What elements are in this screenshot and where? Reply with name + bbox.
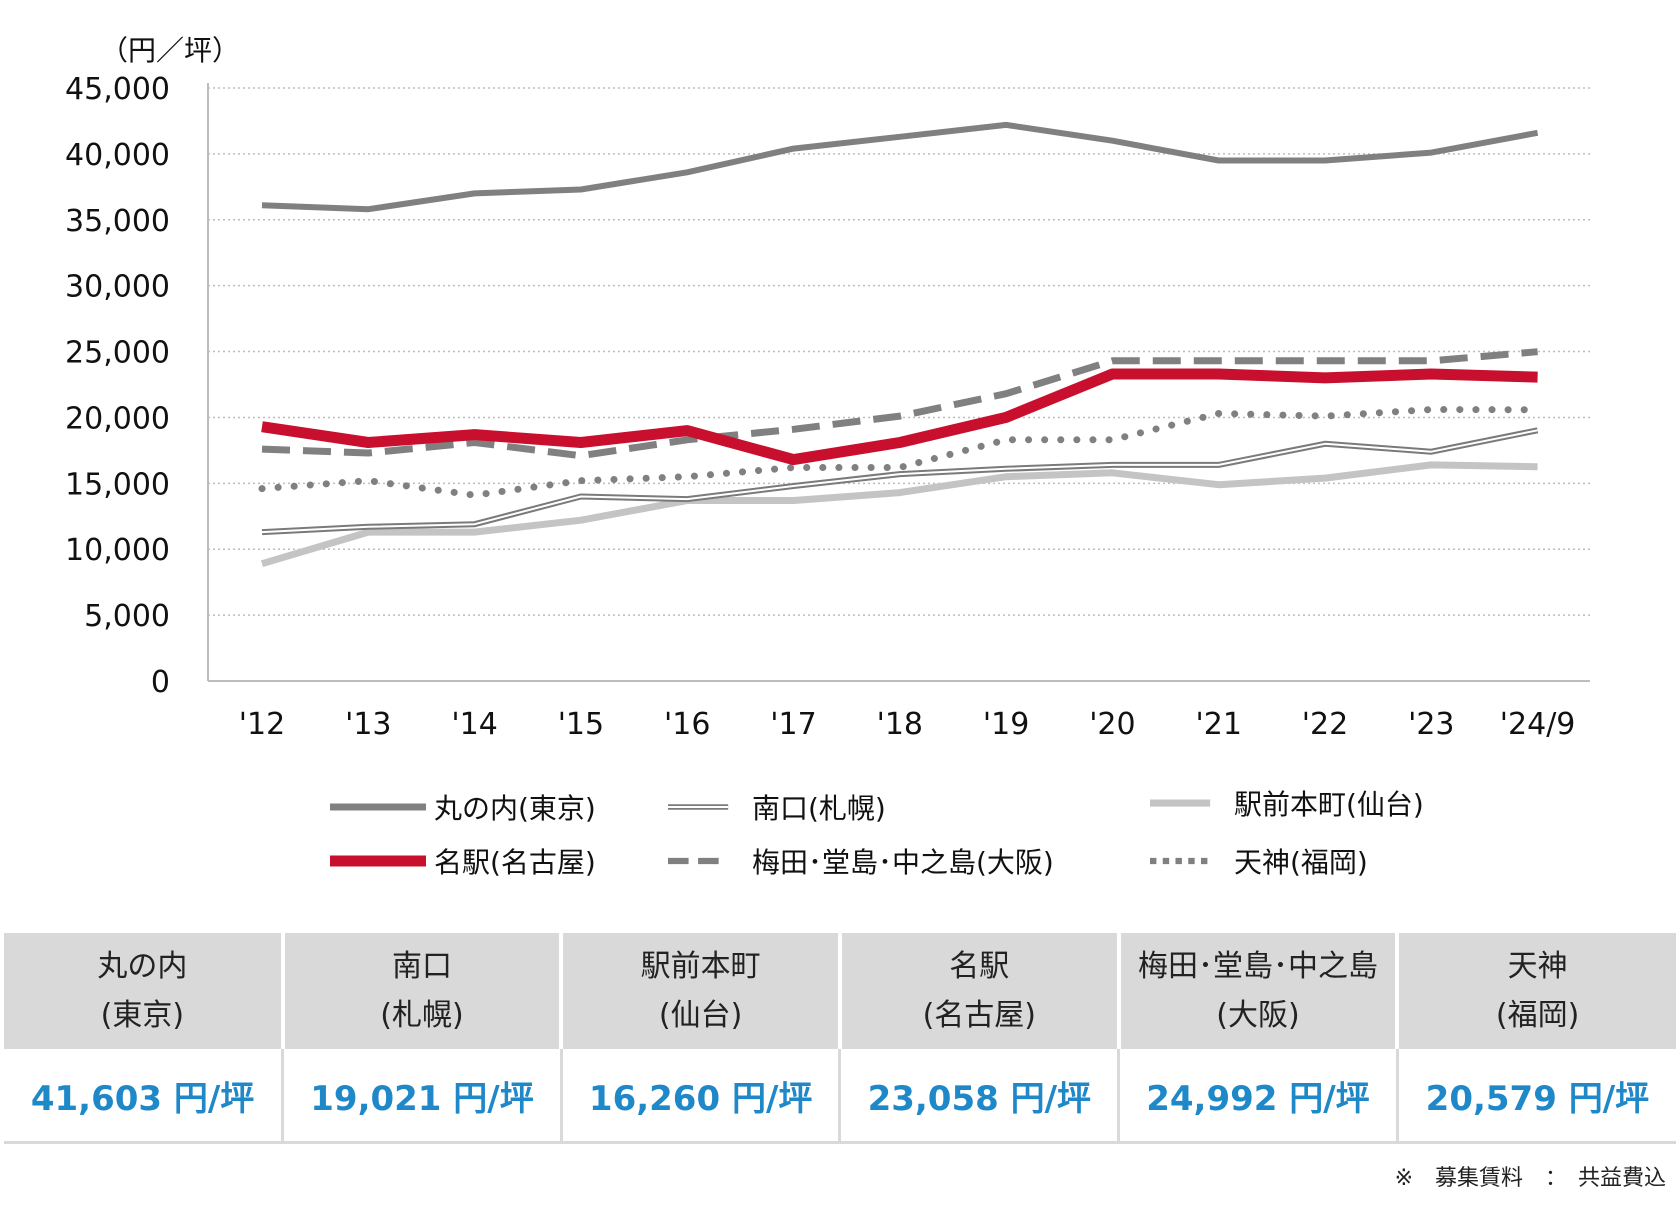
series-line-dotted-gray bbox=[258, 406, 1542, 499]
header-line1: 駅前本町 bbox=[640, 948, 761, 984]
x-tick-label: '20 bbox=[1089, 707, 1135, 742]
footnote: ※ 募集賃料 ： 共益費込 bbox=[1394, 1166, 1666, 1191]
header-line1: 南口 bbox=[391, 948, 452, 984]
y-tick-label: 20,000 bbox=[65, 401, 170, 436]
x-axis-ticks: '12 '13 '14 '15 '16 '17 '18 '19 '20 '21 '22 '23 '24/… bbox=[239, 707, 1576, 742]
x-tick-label: '18 bbox=[877, 707, 923, 742]
x-tick-label: '13 bbox=[345, 707, 391, 742]
legend-item-marunouchi: 丸の内(東京) bbox=[330, 782, 596, 832]
table-header-cell: 駅前本町 (仙台) bbox=[559, 933, 840, 1049]
header-line2: (福岡) bbox=[1495, 998, 1580, 1033]
x-tick-label: '23 bbox=[1408, 707, 1454, 742]
legend-swatch-dotted-gray bbox=[1150, 857, 1214, 865]
chart-legend: 丸の内(東京) 南口(札幌) 駅前本町(仙台) 名駅(名古屋) 梅田･堂島･中之… bbox=[320, 778, 1600, 898]
x-tick-label: '15 bbox=[558, 707, 604, 742]
table-header-cell: 丸の内 (東京) bbox=[4, 933, 283, 1049]
x-tick-label: '14 bbox=[451, 707, 497, 742]
header-line1: 名駅 bbox=[949, 948, 1010, 984]
series-line-thick-red bbox=[261, 368, 1538, 466]
table-header-cell: 南口 (札幌) bbox=[280, 933, 562, 1049]
legend-swatch-solid-gray bbox=[330, 803, 426, 811]
legend-swatch-dashed-gray bbox=[668, 857, 729, 865]
y-tick-label: 15,000 bbox=[65, 467, 170, 502]
line-chart: （円／坪） 0 5,000 10,000 15,000 20,000 25,000 30,0… bbox=[65, 34, 1590, 742]
series-line-dashed-gray bbox=[261, 348, 1538, 460]
y-tick-label: 0 bbox=[151, 665, 170, 700]
legend-swatch-double-line bbox=[668, 804, 729, 810]
table-row: 41,603 円/坪 19,021 円/坪 16,260 円/坪 23,058 … bbox=[4, 1049, 1676, 1144]
header-line2: (大阪) bbox=[1216, 998, 1300, 1033]
header-line2: (東京) bbox=[100, 998, 185, 1033]
legend-item-minamiguchi: 南口(札幌) bbox=[668, 782, 886, 832]
y-tick-label: 25,000 bbox=[65, 336, 170, 371]
gridlines bbox=[208, 87, 1590, 616]
legend-swatch-light-gray bbox=[1150, 799, 1211, 807]
y-tick-label: 35,000 bbox=[65, 204, 170, 239]
y-axis-unit-label: （円／坪） bbox=[100, 34, 240, 67]
legend-label: 丸の内(東京) bbox=[434, 792, 596, 825]
table-header-cell: 天神 (福岡) bbox=[1395, 933, 1676, 1049]
header-line1: 天神 bbox=[1507, 948, 1568, 984]
legend-item-ekimae-honcho: 駅前本町(仙台) bbox=[1150, 778, 1424, 828]
rent-value-cell: 23,058 円/坪 bbox=[838, 1049, 1119, 1144]
series-line-solid-gray bbox=[261, 121, 1539, 213]
legend-label: 梅田･堂島･中之島(大阪) bbox=[752, 846, 1054, 879]
header-line2: (仙台) bbox=[658, 998, 743, 1033]
series-line-double-line-inner bbox=[261, 429, 1538, 534]
legend-label: 名駅(名古屋) bbox=[434, 846, 596, 879]
x-tick-label: '12 bbox=[239, 707, 285, 742]
legend-swatch-thick-red bbox=[330, 855, 426, 867]
y-tick-label: 10,000 bbox=[65, 533, 170, 568]
y-tick-label: 30,000 bbox=[65, 270, 170, 305]
table-header-row: 丸の内 (東京) 南口 (札幌) 駅前本町 (仙台) 名駅 (名古屋) 梅田･堂島･中之… bbox=[4, 933, 1676, 1049]
legend-item-umeda: 梅田･堂島･中之島(大阪) bbox=[668, 836, 1054, 886]
x-tick-label: '16 bbox=[664, 707, 710, 742]
y-tick-label: 40,000 bbox=[65, 138, 170, 173]
rent-value-cell: 20,579 円/坪 bbox=[1395, 1049, 1676, 1144]
legend-item-tenjin: 天神(福岡) bbox=[1150, 836, 1368, 886]
header-line2: (札幌) bbox=[380, 998, 464, 1033]
series-lines bbox=[258, 121, 1542, 568]
x-tick-label: '24/9 bbox=[1500, 707, 1576, 742]
x-tick-label: '22 bbox=[1302, 707, 1348, 742]
header-line2: (名古屋) bbox=[922, 998, 1036, 1033]
rent-summary-table: 丸の内 (東京) 南口 (札幌) 駅前本町 (仙台) 名駅 (名古屋) 梅田･堂島･中之… bbox=[4, 933, 1676, 1144]
rent-value-cell: 41,603 円/坪 bbox=[4, 1049, 283, 1144]
y-tick-label: 5,000 bbox=[84, 599, 170, 634]
series-line-light-gray bbox=[261, 461, 1538, 568]
legend-item-meieki: 名駅(名古屋) bbox=[330, 836, 596, 886]
x-tick-label: '17 bbox=[770, 707, 816, 742]
header-line1: 丸の内 bbox=[97, 948, 188, 984]
y-axis-ticks: 0 5,000 10,000 15,000 20,000 25,000 30,000 35,0… bbox=[65, 72, 170, 700]
rent-value-cell: 24,992 円/坪 bbox=[1117, 1049, 1398, 1144]
x-tick-label: '19 bbox=[983, 707, 1029, 742]
y-tick-label: 45,000 bbox=[65, 72, 170, 107]
rent-value-cell: 19,021 円/坪 bbox=[281, 1049, 562, 1144]
legend-label: 天神(福岡) bbox=[1234, 846, 1368, 879]
legend-label: 駅前本町(仙台) bbox=[1234, 788, 1424, 821]
legend-label: 南口(札幌) bbox=[752, 792, 886, 825]
table-header-cell: 名駅 (名古屋) bbox=[837, 933, 1119, 1049]
rent-value-cell: 16,260 円/坪 bbox=[559, 1049, 840, 1144]
x-tick-label: '21 bbox=[1195, 707, 1241, 742]
header-line1: 梅田･堂島･中之島 bbox=[1137, 948, 1378, 984]
table-header-cell: 梅田･堂島･中之島 (大阪) bbox=[1116, 933, 1398, 1049]
